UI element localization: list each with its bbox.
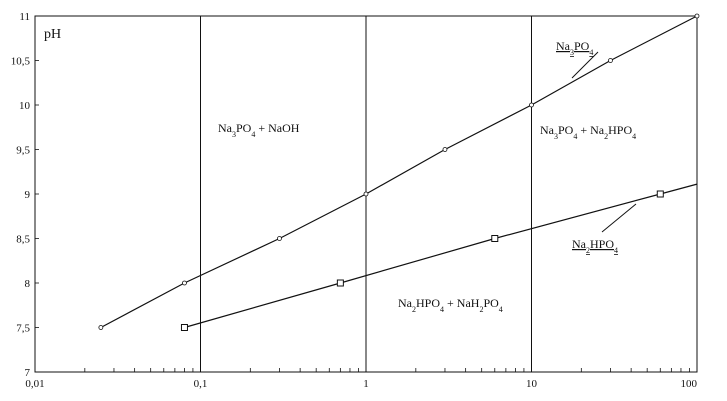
- leader-na2hpo4: [601, 203, 637, 233]
- y-tick-label: 7: [25, 367, 31, 379]
- leader-na3po4: [571, 51, 599, 79]
- data-point-na2hpo4: [656, 190, 664, 198]
- series-line-na2hpo4: [184, 193, 661, 329]
- minor-ticks: [35, 15, 690, 373]
- markers-group: [98, 13, 700, 331]
- x-tick-label: 0,01: [25, 378, 44, 390]
- y-tick-label: 10: [19, 100, 31, 112]
- data-point-na3po4: [694, 13, 700, 19]
- y-tick-label: 8,5: [16, 234, 30, 246]
- x-tick-labels: 0,01 0,1 1 10 100: [25, 378, 697, 390]
- y-tick-label: 8: [25, 278, 31, 290]
- data-point-na3po4: [363, 191, 369, 197]
- data-point-na2hpo4: [336, 279, 344, 287]
- x-tick-label: 100: [681, 378, 698, 390]
- y-tick-label: 7,5: [16, 323, 30, 335]
- series-group: [100, 15, 698, 329]
- x-tick-label: 0,1: [194, 378, 208, 390]
- y-tick-labels: 7 7,5 8 8,5 9 9,5 10 10,5 11: [11, 11, 31, 379]
- data-point-na2hpo4: [491, 235, 499, 242]
- series-extension-na2hpo4: [660, 183, 698, 195]
- data-point-na3po4: [442, 147, 448, 152]
- y-tick-label: 9,5: [16, 145, 30, 157]
- data-point-na3po4: [608, 58, 613, 63]
- y-tick-label: 11: [19, 11, 30, 23]
- data-point-na2hpo4: [180, 324, 188, 331]
- annotation-na3po4-na2hpo4: Na3PO4 + Na2HPO4: [540, 123, 636, 141]
- y-tick-label: 9: [25, 189, 31, 201]
- y-axis-label: pH: [44, 27, 61, 42]
- y-tick-label: 10,5: [11, 56, 31, 68]
- data-point-na3po4: [277, 236, 282, 241]
- curve-label-na3po4: Na3PO4: [556, 39, 593, 57]
- data-point-na3po4: [529, 102, 534, 108]
- data-point-na3po4: [182, 280, 187, 286]
- x-tick-label: 1: [363, 378, 369, 390]
- series-line-na3po4: [100, 15, 698, 329]
- annotation-na2hpo4-nah2po4: Na2HPO4 + NaH2PO4: [398, 296, 503, 314]
- annotation-na3po4-naoh: Na3PO4 + NaOH: [218, 121, 300, 139]
- curve-label-na2hpo4: Na2HPO4: [572, 237, 618, 255]
- data-point-na3po4: [98, 325, 104, 330]
- x-tick-label: 10: [526, 378, 538, 390]
